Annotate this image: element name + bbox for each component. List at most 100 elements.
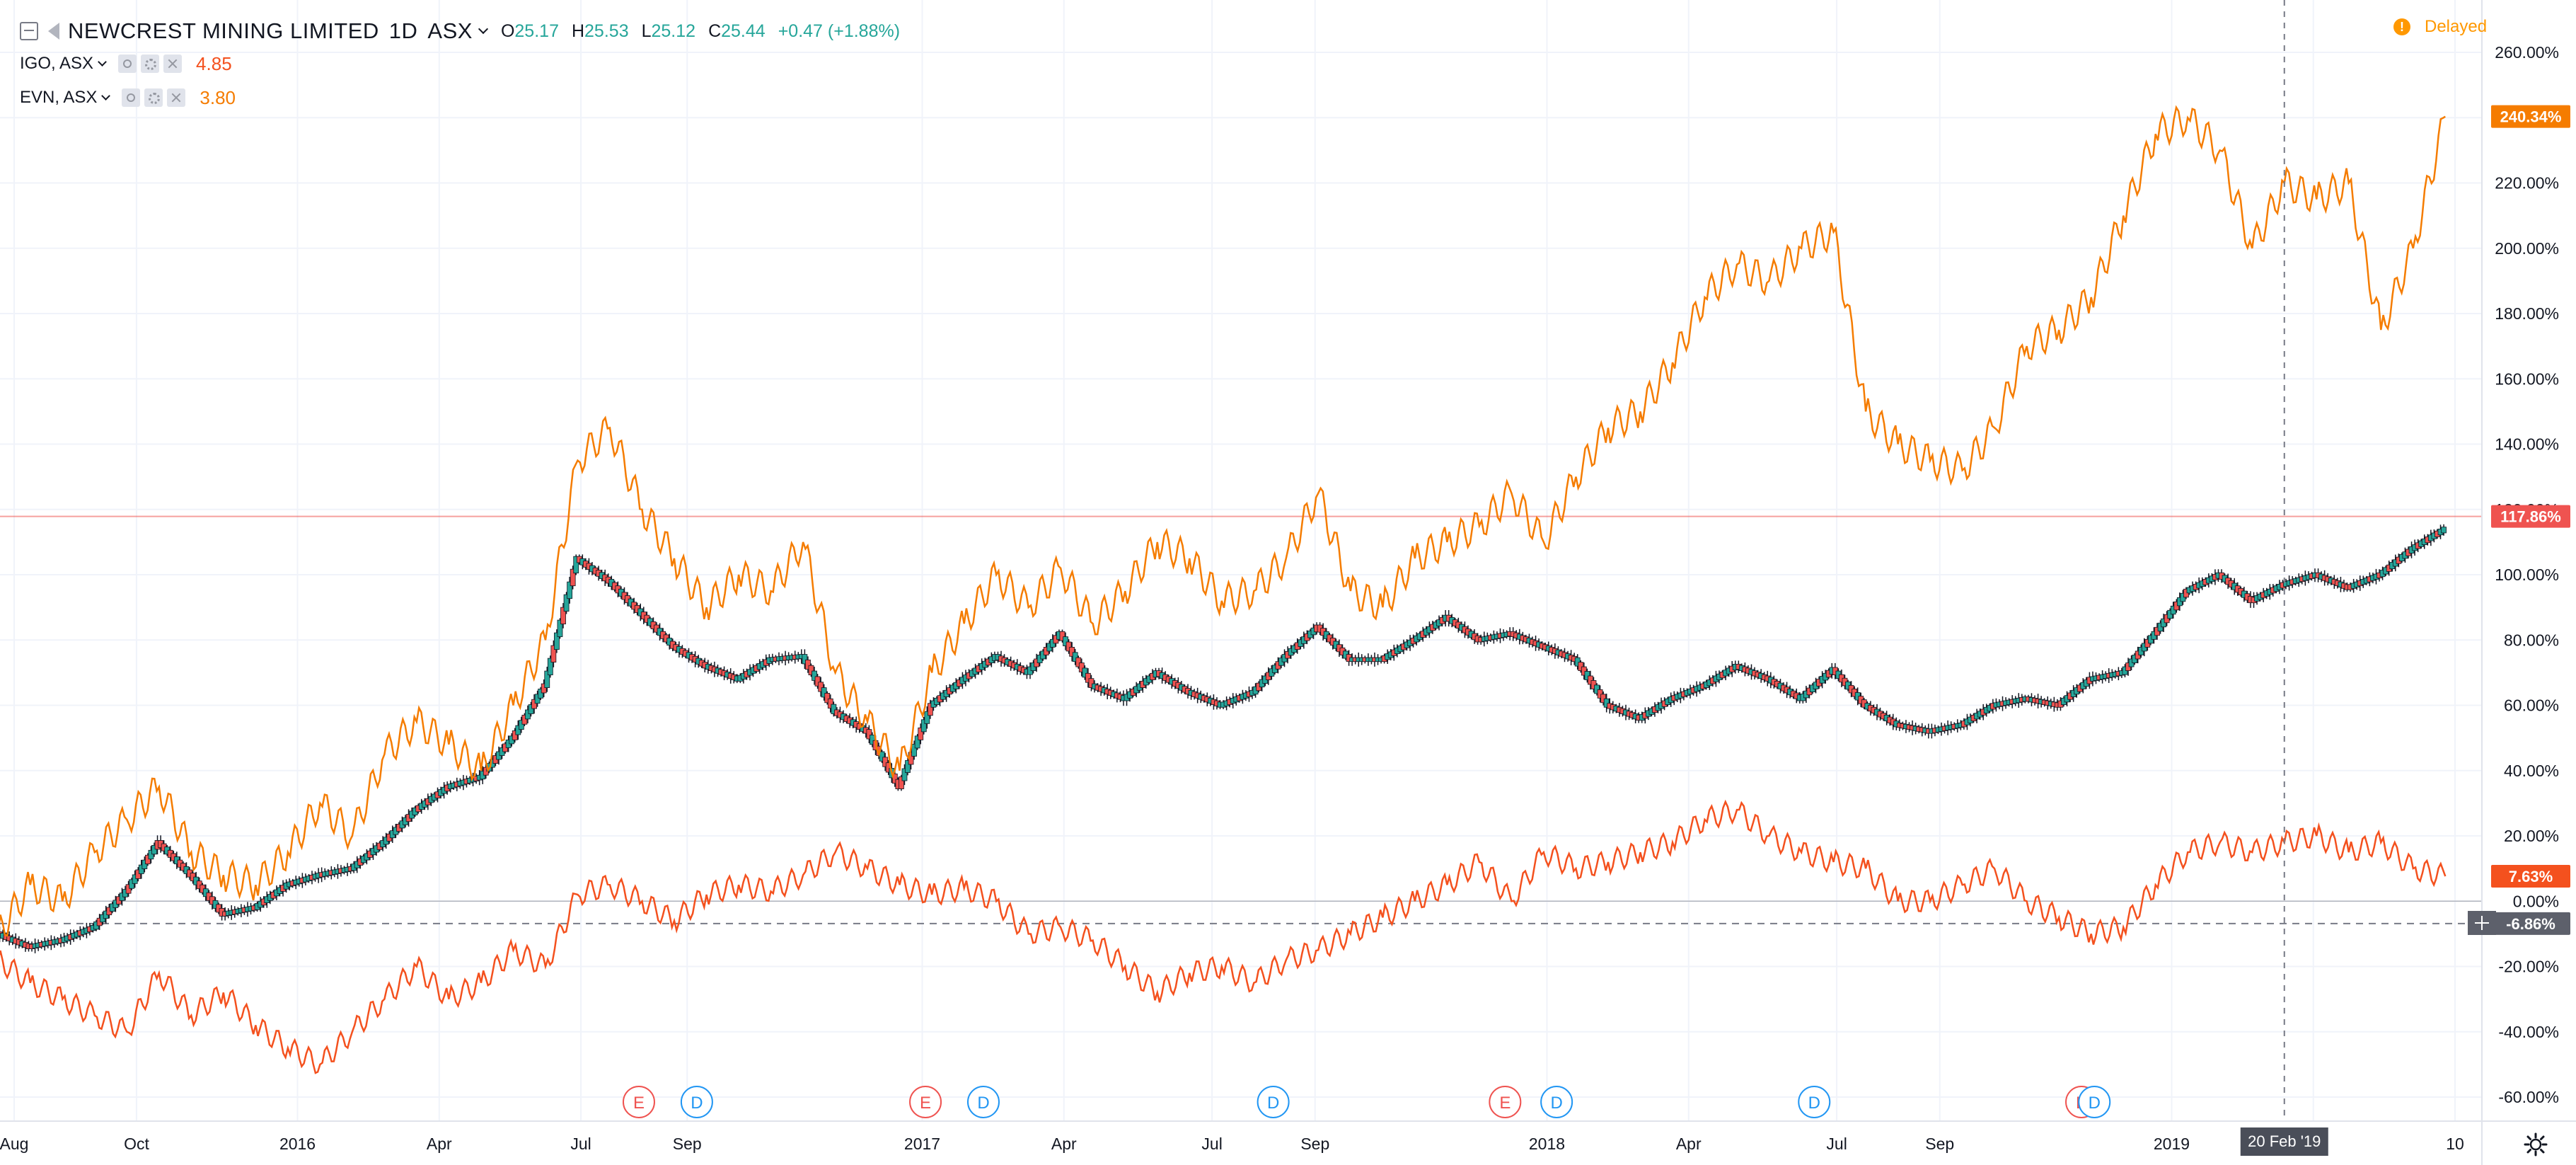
gear-icon[interactable] (141, 54, 160, 73)
candle-body (538, 689, 544, 699)
compare-symbol[interactable]: EVN, ASX (20, 88, 98, 107)
y-tick-label: 200.00% (2495, 239, 2559, 258)
candle-body (831, 704, 837, 714)
candle-body (914, 735, 920, 749)
x-tick-label: 2018 (1529, 1135, 1565, 1153)
candle-body (148, 849, 154, 860)
delayed-status[interactable]: ! Delayed (2393, 17, 2487, 37)
dividend-marker (966, 1086, 1000, 1118)
y-axis[interactable]: 260.00%240.00%220.00%200.00%180.00%160.0… (2495, 43, 2559, 1106)
y-tick-label: 80.00% (2504, 631, 2559, 649)
candle-body (905, 760, 911, 773)
crosshair-plus-icon[interactable] (2468, 911, 2496, 935)
candle-body (570, 568, 576, 587)
close-label: C (708, 21, 722, 41)
event-letter: D (1550, 1094, 1562, 1113)
reference-lines (0, 515, 2482, 924)
eye-icon[interactable] (118, 54, 137, 73)
candle-body (541, 683, 547, 694)
earnings-marker (622, 1086, 655, 1118)
crosshair-date-text: 20 Feb '19 (2248, 1132, 2321, 1150)
candle-body (129, 879, 135, 889)
candle-body (1072, 652, 1078, 662)
y-tick-label: 100.00% (2495, 566, 2559, 584)
x-tick-label: Apr (427, 1135, 452, 1153)
y-tick-label: -60.00% (2498, 1088, 2559, 1106)
candle-body (882, 757, 889, 767)
candle-body (1088, 678, 1094, 688)
candle-body (1574, 657, 1581, 667)
x-tick-label: Jul (1201, 1135, 1222, 1153)
interval-label[interactable]: 1D (388, 18, 418, 43)
candle-body (824, 693, 831, 704)
chevron-down-icon[interactable] (101, 91, 111, 101)
chevron-down-icon[interactable] (478, 23, 489, 35)
low-label: L (641, 21, 652, 41)
candle-body (1578, 662, 1584, 672)
candle-body (1597, 689, 1603, 699)
event-letter: D (977, 1094, 989, 1113)
chevron-down-icon[interactable] (98, 57, 107, 67)
low-value: 25.12 (651, 21, 696, 41)
candle-body (1590, 680, 1597, 689)
dividend-marker (1257, 1086, 1290, 1118)
x-tick-label: Sep (1925, 1135, 1954, 1153)
candle-body (518, 720, 524, 730)
axis-value-badge (2491, 105, 2570, 128)
candle-body (534, 694, 541, 704)
evn-line (0, 105, 2446, 937)
event-markers: EDEDDEDDED (622, 1086, 2111, 1118)
axis-value-label: 240.34% (2500, 108, 2562, 126)
x-axis[interactable]: Aug Oct 2016 Apr Jul Sep 2017 Apr Jul Sep 2018 Apr J… (0, 1135, 2464, 1153)
earnings-marker (1489, 1086, 1522, 1118)
gear-icon[interactable] (144, 88, 163, 107)
y-tick-label: 160.00% (2495, 369, 2559, 388)
candle-body (567, 581, 573, 599)
y-tick-label: 40.00% (2504, 762, 2559, 780)
axis-badges: 240.34% 117.86% 7.63% -6.86% (2491, 105, 2570, 935)
x-tick-label: Sep (1300, 1135, 1329, 1153)
x-tick-label: Oct (124, 1135, 149, 1153)
y-tick-label: 220.00% (2495, 174, 2559, 193)
candle-body (1078, 662, 1085, 672)
eye-icon[interactable] (122, 88, 141, 107)
candle-body (1059, 631, 1065, 641)
candle-body (138, 864, 144, 874)
candle-body (1581, 666, 1587, 676)
x-tick-label: Apr (1676, 1135, 1702, 1153)
y-tick-label: 180.00% (2495, 304, 2559, 323)
exchange-label[interactable]: ASX (427, 18, 473, 43)
candle-body (125, 884, 132, 894)
candle-body (563, 594, 570, 612)
axis-value-label: 117.86% (2500, 508, 2561, 526)
event-letter: D (2089, 1094, 2101, 1113)
y-tick-label: 20.00% (2504, 827, 2559, 845)
candle-body (1085, 672, 1091, 683)
candle-body (866, 729, 872, 740)
close-value: 25.44 (721, 21, 766, 41)
flag-icon[interactable] (48, 23, 59, 40)
event-letter: D (1267, 1094, 1279, 1113)
dividend-marker (1540, 1086, 1573, 1118)
candle-body (1082, 667, 1088, 678)
close-icon[interactable] (163, 54, 183, 73)
candle-body (521, 714, 528, 725)
candle-body (1063, 636, 1068, 646)
candle-body (525, 709, 531, 720)
collapse-legend-icon[interactable] (20, 22, 38, 40)
candle-body (808, 665, 814, 676)
candle-body (573, 556, 579, 574)
compare-value: 4.85 (196, 52, 232, 74)
settings-gear-icon[interactable] (2524, 1132, 2548, 1157)
grid-lines (0, 0, 2482, 1121)
candle-body (901, 768, 908, 781)
compare-symbol[interactable]: IGO, ASX (20, 54, 94, 73)
crosshair-date-label: 20 Feb '19 (2240, 1127, 2328, 1156)
symbol-title[interactable]: NEWCREST MINING LIMITED (68, 18, 379, 43)
close-icon[interactable] (167, 88, 186, 107)
x-tick-label: 2016 (279, 1135, 316, 1153)
candle-body (924, 711, 930, 724)
compare-legend-igo: IGO, ASX 4.85 (20, 47, 900, 81)
candle-body (891, 773, 898, 784)
